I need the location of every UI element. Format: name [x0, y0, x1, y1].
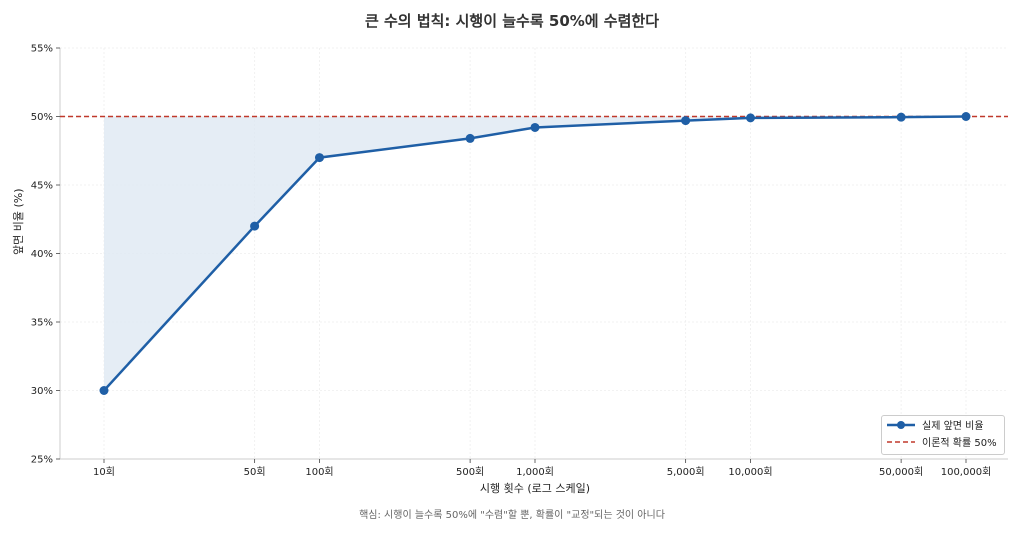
x-tick-label: 100회: [305, 466, 333, 478]
x-tick-label: 5,000회: [667, 466, 705, 478]
legend-label: 실제 앞면 비율: [922, 421, 984, 432]
data-point: [315, 153, 324, 163]
data-point: [99, 386, 109, 395]
data-point: [896, 112, 906, 122]
legend-item-theory: 이론적 확률 50%: [882, 433, 1004, 450]
legend-label: 이론적 확률 50%: [922, 438, 997, 449]
y-tick-label: 30%: [31, 386, 53, 397]
data-point: [961, 112, 971, 121]
y-tick-label: 25%: [31, 455, 53, 466]
data-point: [681, 116, 691, 126]
legend: 실제 앞면 비율 이론적 확률 50%: [881, 415, 1005, 455]
x-tick-label: 50회: [244, 466, 266, 478]
y-tick-label: 40%: [31, 249, 53, 260]
x-tick-label: 100,000회: [941, 466, 992, 478]
line-marker-icon: [887, 420, 915, 429]
x-tick-label: 50,000회: [879, 466, 923, 478]
data-point: [250, 221, 260, 231]
x-axis-label: 시행 횟수 (로그 스케일): [479, 482, 591, 495]
y-axis-label: 앞면 비율 (%): [12, 188, 25, 255]
x-tick-label: 10,000회: [728, 466, 772, 478]
dashed-line-icon: [887, 440, 915, 443]
data-point: [465, 133, 475, 143]
x-tick-label: 1,000회: [516, 466, 554, 478]
data-point: [530, 122, 540, 132]
y-tick-label: 45%: [31, 181, 53, 192]
chart-title: 큰 수의 법칙: 시행이 늘수록 50%에 수렴한다: [364, 12, 660, 30]
y-tick-label: 35%: [31, 318, 53, 329]
x-tick-label: 500회: [456, 466, 484, 478]
fill-area: [104, 116, 966, 391]
y-tick-label: 55%: [31, 44, 53, 55]
legend-item-actual: 실제 앞면 비율: [882, 416, 1004, 433]
data-point: [746, 113, 755, 123]
y-tick-label: 50%: [31, 112, 53, 123]
footnote: 핵심: 시행이 늘수록 50%에 "수렴"할 뿐, 확률이 "교정"되는 것이 …: [359, 510, 665, 521]
x-tick-label: 10회: [93, 466, 115, 478]
